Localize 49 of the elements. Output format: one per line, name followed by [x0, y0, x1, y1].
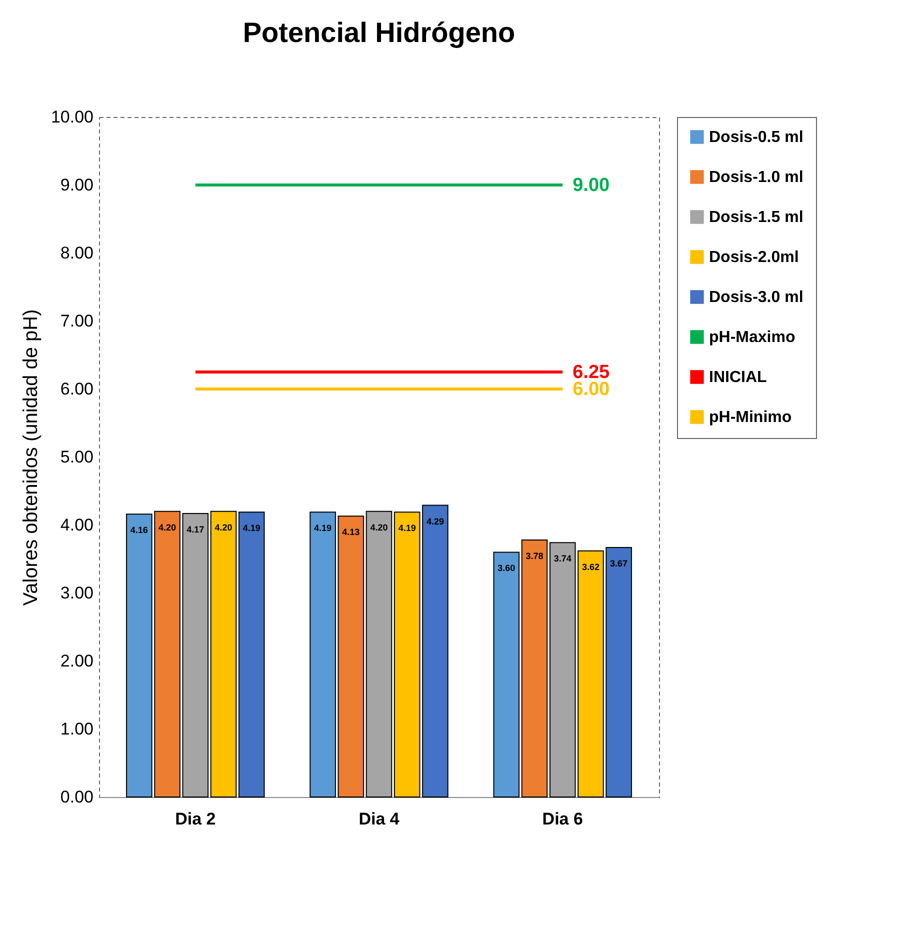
data-label: 4.19 — [398, 523, 416, 534]
data-label: 4.29 — [426, 516, 444, 526]
legend-label: Dosis-2.0ml — [709, 249, 799, 266]
y-axis-title: Valores obtenidos (unidad de pH) — [20, 309, 42, 606]
legend-label: Dosis-1.5 ml — [709, 209, 804, 226]
data-label: 4.19 — [242, 523, 260, 534]
y-tick-label: 0.00 — [60, 788, 94, 806]
data-label: 3.78 — [526, 550, 544, 561]
legend-label: pH-Minimo — [709, 409, 792, 426]
x-tick-label: Dia 2 — [175, 810, 216, 828]
data-label: 9.00 — [572, 175, 610, 196]
x-tick-label: Dia 6 — [542, 810, 583, 828]
data-label: 3.60 — [498, 563, 516, 574]
data-label: 4.20 — [158, 522, 176, 532]
bar — [338, 516, 364, 798]
y-tick-label: 10.00 — [50, 108, 94, 126]
data-label: 3.74 — [554, 554, 572, 564]
bar — [366, 510, 392, 798]
data-label: 4.20 — [214, 522, 232, 532]
legend-label: Dosis-0.5 ml — [709, 129, 804, 146]
x-tick-label: Dia 4 — [358, 810, 400, 828]
y-tick-label: 5.00 — [60, 448, 94, 466]
data-label: 3.67 — [610, 558, 628, 568]
data-label: 4.17 — [186, 524, 204, 534]
bar — [422, 504, 448, 798]
y-tick-label: 2.00 — [60, 652, 94, 670]
bar — [394, 512, 420, 798]
y-tick-label: 1.00 — [60, 720, 94, 738]
data-label: 3.62 — [582, 562, 600, 572]
bar — [310, 512, 336, 798]
y-tick-label: 3.00 — [60, 584, 94, 602]
y-tick-label: 8.00 — [60, 244, 94, 262]
data-label: 4.13 — [342, 527, 360, 538]
legend-label: Dosis-1.0 ml — [709, 169, 804, 186]
y-tick-label: 7.00 — [60, 312, 94, 330]
legend-label: Dosis-3.0 ml — [709, 289, 804, 306]
data-label: 4.19 — [314, 523, 332, 534]
y-tick-label: 9.00 — [60, 176, 94, 194]
bar — [238, 512, 265, 798]
y-tick-label: 4.00 — [60, 516, 94, 534]
legend-label: pH-Maximo — [709, 329, 796, 346]
bar — [493, 552, 520, 798]
chart-title: Potencial Hidrógeno — [242, 17, 516, 48]
y-tick-label: 6.00 — [60, 380, 94, 398]
data-label: 4.16 — [130, 525, 148, 536]
bar — [210, 510, 237, 798]
bar — [521, 539, 548, 798]
data-label: 4.20 — [370, 522, 388, 532]
legend-label: INICIAL — [709, 369, 767, 386]
